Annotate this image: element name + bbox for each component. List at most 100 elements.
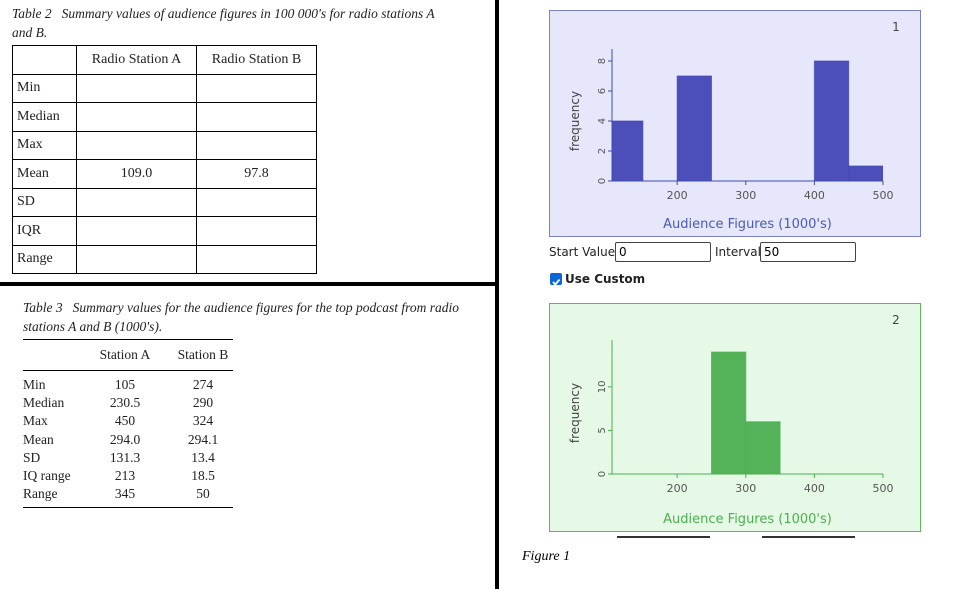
checkbox-label[interactable]: Use Custom	[565, 272, 646, 286]
x-tick-label: 300	[735, 482, 756, 495]
cell: 450	[114, 413, 136, 429]
x-tick-label: 300	[735, 189, 756, 202]
checkbox[interactable]	[550, 273, 562, 286]
bar	[612, 120, 644, 181]
cell	[76, 216, 197, 246]
bar	[813, 60, 850, 181]
row: Median	[12, 102, 317, 132]
y-tick-label: 10	[597, 380, 608, 393]
cell: 294.0	[109, 431, 141, 447]
header-row: Station A Station B	[23, 339, 233, 371]
caption-text: Summary values of audience figures in 10…	[12, 6, 435, 40]
x-tick-label: 500	[873, 189, 894, 202]
cell	[196, 244, 317, 274]
table-body: Min 105 274 Median 230.5 290 Max 450 324 Mean 294.…	[23, 371, 233, 509]
table-caption: Table 2 Summary values of audience figure…	[12, 4, 452, 42]
cell: 230.5	[109, 395, 141, 411]
bar	[745, 421, 781, 474]
text-input[interactable]: 0	[615, 242, 711, 262]
cell	[196, 130, 317, 160]
row: Max	[12, 130, 317, 160]
bars	[710, 351, 781, 474]
row-label: Max	[23, 413, 48, 429]
row-label: Median	[12, 102, 77, 132]
label: Start Value	[549, 245, 616, 259]
panel-label: 2	[892, 313, 900, 327]
row-label: Mean	[23, 431, 54, 447]
cell	[76, 187, 197, 217]
chart-panel	[549, 10, 921, 237]
y-axis-label: frequency	[568, 383, 582, 443]
cell: 294.1	[187, 431, 219, 447]
cell: 50	[157, 485, 233, 509]
cell: 105	[114, 377, 136, 393]
x-axis-label: Audience Figures (1000's)	[663, 512, 832, 527]
cell	[196, 102, 317, 132]
row-label: Mean	[12, 159, 77, 189]
bar	[676, 75, 712, 181]
cell	[76, 73, 197, 103]
cell	[196, 73, 317, 103]
figure-caption: Figure 1	[522, 549, 571, 564]
y-tick-label: 2	[597, 148, 608, 154]
cell: 290	[192, 395, 214, 411]
row: Range	[12, 244, 317, 274]
cell	[76, 130, 197, 160]
cell: 109.0	[76, 159, 197, 189]
row-label: SD	[12, 187, 77, 217]
row: SD	[12, 187, 317, 217]
x-axis-label: Audience Figures (1000's)	[663, 217, 832, 232]
row-label: IQR	[12, 216, 77, 246]
row: Min	[12, 73, 317, 103]
cell	[23, 339, 93, 371]
caption-label: Table 3	[23, 300, 63, 315]
divider	[495, 0, 499, 589]
y-axis-label: frequency	[568, 91, 582, 151]
label: Interval	[715, 245, 761, 259]
x-tick-label: 400	[804, 482, 825, 495]
header-cell: Station A	[93, 339, 157, 371]
x-tick-label: 500	[873, 482, 894, 495]
panel-label: 1	[892, 20, 900, 34]
divider	[0, 282, 497, 286]
caption-label: Table 2	[12, 6, 52, 21]
y-tick-label: 6	[597, 88, 608, 94]
row-label: Max	[12, 130, 77, 160]
cell	[76, 102, 197, 132]
cell: 345	[93, 485, 157, 509]
table-head: Station A Station B	[23, 339, 233, 371]
cell: 213	[114, 468, 136, 484]
y-tick-label: 5	[597, 427, 608, 433]
cell: 274	[192, 377, 214, 393]
row-label: Range	[12, 244, 77, 274]
header-cell: Radio Station B	[196, 45, 317, 75]
cell	[12, 45, 77, 75]
table: Station A Station B Min 105 274 Median 230.5 29…	[23, 339, 233, 509]
row-label: SD	[23, 449, 41, 465]
row: SD 131.3 13.4	[23, 449, 233, 467]
cell: 18.5	[191, 468, 215, 484]
row: Max 450 324	[23, 412, 233, 430]
bars	[612, 60, 883, 181]
cell	[76, 244, 197, 274]
row-label: Range	[23, 485, 93, 509]
cell: 97.8	[196, 159, 317, 189]
table: Radio Station A Radio Station B Min Median M…	[12, 45, 317, 274]
cell	[196, 187, 317, 217]
row: Range 345 50	[23, 485, 233, 509]
cell	[196, 216, 317, 246]
x-tick-label: 400	[804, 189, 825, 202]
y-tick-label: 4	[597, 118, 608, 124]
table-caption: Table 3 Summary values for the audience f…	[23, 298, 483, 336]
cell: 131.3	[109, 449, 141, 465]
row: Median 230.5 290	[23, 394, 233, 412]
x-tick-label: 200	[667, 189, 688, 202]
row: Mean 294.0 294.1	[23, 431, 233, 449]
row-label: Median	[23, 395, 65, 411]
header-cell: Station B	[157, 339, 233, 371]
text-input[interactable]: 50	[760, 242, 856, 262]
header-row: Radio Station A Radio Station B	[12, 45, 317, 75]
row-label: Min	[12, 73, 77, 103]
bar	[710, 351, 747, 474]
